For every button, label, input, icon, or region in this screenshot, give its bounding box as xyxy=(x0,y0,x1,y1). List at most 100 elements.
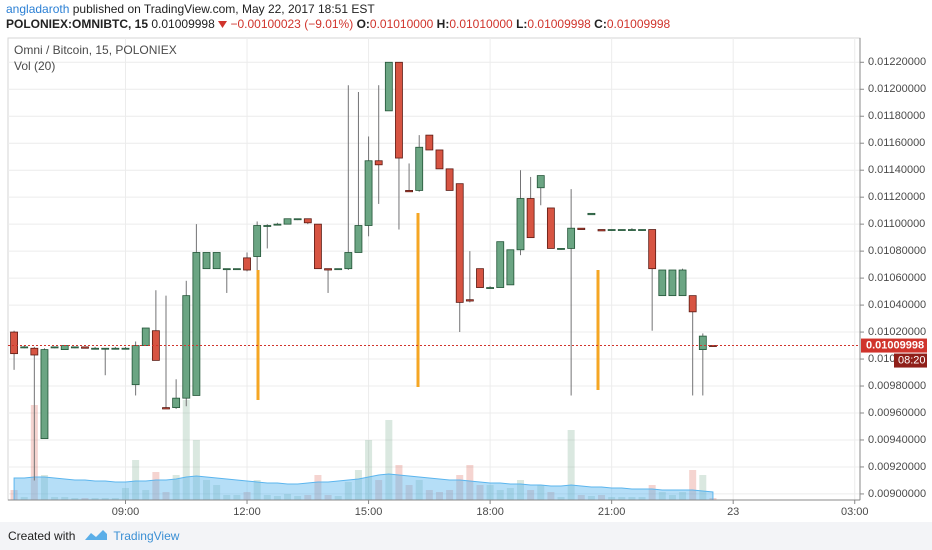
l-label: L: xyxy=(516,17,528,31)
candle-body xyxy=(283,218,292,225)
volume-bar xyxy=(243,492,251,500)
volume-bar xyxy=(354,470,362,500)
candle-body xyxy=(567,227,576,249)
candle-body xyxy=(648,229,657,270)
volume-bar xyxy=(324,495,332,500)
published: published on TradingView.com, May 22, 20… xyxy=(72,2,375,16)
volume-bar xyxy=(334,496,342,500)
volume-bar xyxy=(284,494,292,500)
candle-body xyxy=(354,225,363,253)
volume-bar xyxy=(304,495,312,500)
volume-bar xyxy=(71,498,79,500)
y-tick-label: 0.01220000 xyxy=(868,56,926,68)
last: 0.01009998 xyxy=(151,17,215,31)
candle-body xyxy=(496,241,505,288)
candle-body xyxy=(81,346,89,349)
candle-body xyxy=(131,345,140,386)
volume-bar xyxy=(213,485,221,500)
candle-body xyxy=(222,268,231,271)
candle-body xyxy=(10,331,18,355)
volume-bar xyxy=(577,495,585,500)
volume-bar xyxy=(466,465,474,500)
symbol: POLONIEX:OMNIBTC, 15 xyxy=(6,17,149,31)
volume-bar xyxy=(142,490,150,500)
candle-body xyxy=(455,183,464,303)
volume-bar xyxy=(395,465,403,500)
volume-bar xyxy=(132,460,140,500)
y-tick-label: 0.00980000 xyxy=(868,380,926,392)
plot-frame xyxy=(7,37,861,501)
y-tick-label: 0.01120000 xyxy=(868,191,925,203)
candle-body xyxy=(303,218,312,224)
volume-bar xyxy=(608,497,616,500)
l-value: 0.01009998 xyxy=(527,17,591,31)
volume-bar xyxy=(415,480,423,500)
candle-body xyxy=(557,248,565,250)
volume-bar xyxy=(81,498,89,500)
chart: Omni / Bitcoin, 15, POLONIEX Vol (20) 0.… xyxy=(7,37,927,518)
candle-body xyxy=(688,295,697,313)
author[interactable]: angladaroth xyxy=(6,2,70,16)
volume-bar xyxy=(20,497,28,500)
candle-body xyxy=(182,295,191,399)
candle-body xyxy=(476,268,484,288)
header-line-2: POLONIEX:OMNIBTC, 15 0.01009998 −0.00100… xyxy=(6,17,670,32)
candle-body xyxy=(445,168,454,191)
volume-bar xyxy=(628,497,636,500)
candle-body xyxy=(506,249,515,286)
candle-body xyxy=(20,346,29,349)
volume-bar xyxy=(121,488,129,500)
candle-body xyxy=(293,218,302,221)
h-label: H: xyxy=(436,17,450,31)
candle-body xyxy=(141,327,150,346)
volume-bar xyxy=(91,498,99,500)
candle-body xyxy=(628,229,636,231)
x-tick-label: 18:00 xyxy=(476,506,504,518)
volume-bar xyxy=(40,475,48,500)
candle-body xyxy=(546,207,555,249)
candle-body xyxy=(395,61,403,159)
candle-body xyxy=(243,257,251,271)
x-tick-label: 12:00 xyxy=(233,506,261,518)
y-tick-label: 0.01200000 xyxy=(868,83,926,95)
candle-body xyxy=(617,229,626,231)
brand[interactable]: TradingView xyxy=(113,529,180,543)
candle-body xyxy=(162,407,170,410)
volume-bar xyxy=(253,480,261,500)
o-value: 0.01010000 xyxy=(369,17,434,31)
volume-bar xyxy=(598,495,606,500)
volume-bar xyxy=(456,475,464,500)
candle-body xyxy=(121,347,130,350)
volume-bar xyxy=(405,485,413,500)
volume-bar xyxy=(587,496,595,500)
volume-ma-area xyxy=(13,473,714,501)
created-with: Created with xyxy=(8,529,76,543)
candle-body xyxy=(607,229,616,231)
candle-body xyxy=(465,299,474,302)
h-value: 0.01010000 xyxy=(449,17,513,31)
candle-body xyxy=(668,269,677,297)
down-arrow xyxy=(218,21,228,28)
candle-body xyxy=(314,223,322,270)
candle-body xyxy=(60,345,69,350)
y-tick-label: 0.01180000 xyxy=(868,110,925,122)
candle-body xyxy=(101,347,110,350)
x-tick-label: 21:00 xyxy=(598,506,626,518)
y-tick-label: 0.01060000 xyxy=(868,272,926,284)
volume-bar xyxy=(263,495,271,500)
candle-body xyxy=(435,149,444,170)
volume-bar xyxy=(385,420,393,500)
volume-bar xyxy=(557,497,565,500)
candle-body xyxy=(30,347,39,356)
candle-body xyxy=(678,269,687,297)
volume-bar xyxy=(365,440,373,500)
y-tick-label: 0.01100000 xyxy=(868,218,925,230)
volume-bar xyxy=(375,480,383,500)
candle-body xyxy=(233,268,241,271)
candle-body xyxy=(344,252,353,270)
volume-bar xyxy=(294,496,302,500)
volume-bar xyxy=(172,475,180,500)
candle-body xyxy=(374,160,383,166)
candle-body xyxy=(597,229,606,232)
candle-body xyxy=(334,268,343,271)
